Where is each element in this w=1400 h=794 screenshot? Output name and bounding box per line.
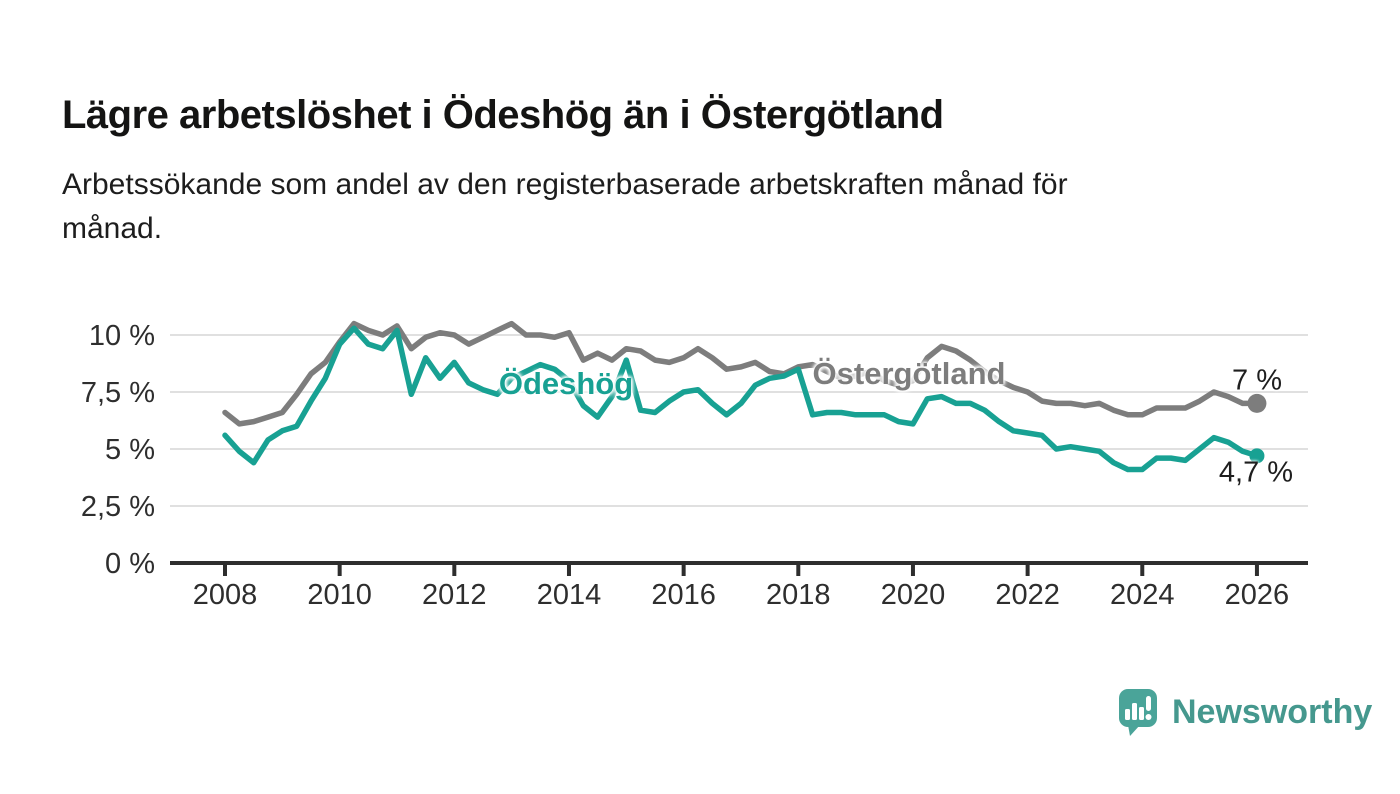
x-tick-label-2014: 2014	[537, 579, 602, 611]
x-tick-label-2022: 2022	[995, 579, 1060, 611]
series-label-odeshog: Ödeshög	[498, 366, 634, 401]
x-tick-label-2026: 2026	[1225, 579, 1290, 611]
x-tick-label-2008: 2008	[193, 579, 258, 611]
line-Ödeshög	[222, 325, 1260, 473]
line-Östergötland	[222, 320, 1260, 427]
end-dot-Östergötland	[1247, 393, 1267, 413]
x-tick-label-2010: 2010	[307, 579, 372, 611]
x-tick-label-2012: 2012	[422, 579, 487, 611]
series-label-ostergotland: Östergötland	[812, 356, 1006, 391]
y-tick-label-7.5: 7,5 %	[81, 377, 155, 409]
page-title: Lägre arbetslöshet i Ödeshög än i Österg…	[62, 92, 944, 137]
y-tick-label-10: 10 %	[89, 320, 155, 352]
y-tick-label-2.5: 2,5 %	[81, 491, 155, 523]
end-value-label-ostergotland: 7 %	[1232, 364, 1282, 397]
x-tick-label-2020: 2020	[881, 579, 946, 611]
subtitle-line-2: månad.	[62, 212, 163, 245]
newsworthy-logo-icon	[1119, 689, 1157, 736]
subtitle-line-1: Arbetssökande som andel av den registerb…	[62, 168, 1068, 201]
page-subtitle: Arbetssökande som andel av den registerb…	[62, 163, 1068, 251]
x-tick-label-2018: 2018	[766, 579, 831, 611]
brand-name-text: Newsworthy	[1172, 693, 1373, 731]
end-dot-Ödeshög	[1249, 448, 1265, 464]
end-value-label-odeshog: 4,7 %	[1218, 456, 1294, 489]
x-tick-label-2024: 2024	[1110, 579, 1175, 611]
x-tick-label-2016: 2016	[651, 579, 716, 611]
newsworthy-brand-link[interactable]: Newsworthy	[1118, 688, 1372, 737]
y-tick-label-5: 5 %	[105, 434, 155, 466]
y-tick-label-0: 0 %	[105, 548, 155, 580]
